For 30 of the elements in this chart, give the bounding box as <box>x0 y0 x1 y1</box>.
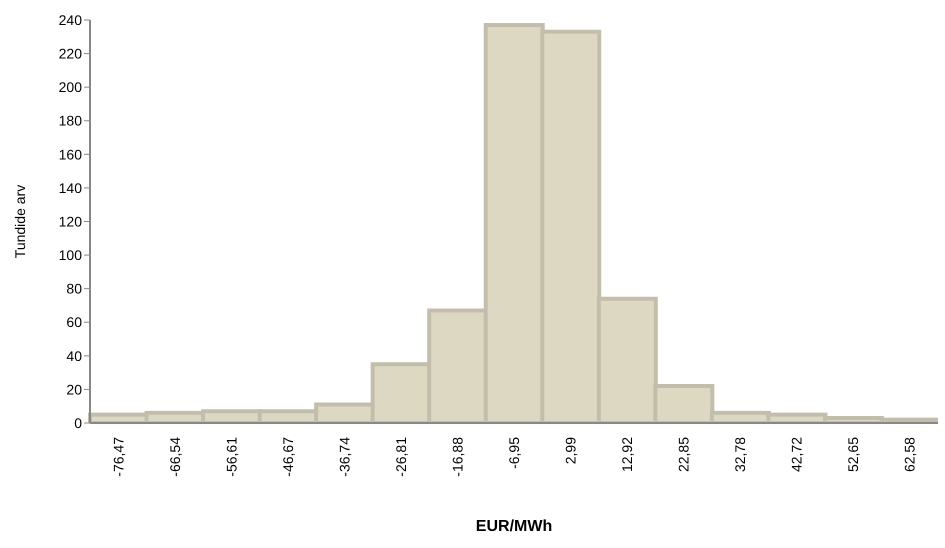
x-tick-label: -6,95 <box>506 436 522 469</box>
y-tick-label: 80 <box>66 280 82 297</box>
y-tick-label: 240 <box>58 12 82 28</box>
x-tick-label: -26,81 <box>392 436 409 477</box>
y-tick-label: 40 <box>66 348 82 364</box>
x-tick-label: 62,58 <box>902 436 918 472</box>
x-tick-label: 42,72 <box>788 436 805 472</box>
y-tick-label: 180 <box>58 112 82 129</box>
x-tick-label: -46,67 <box>280 436 296 477</box>
y-tick-label: 200 <box>58 79 82 96</box>
x-tick-label: -36,74 <box>336 436 352 477</box>
x-tick-label: -16,88 <box>449 436 466 477</box>
y-tick-label: 160 <box>58 146 82 162</box>
x-tick-label: -66,54 <box>166 436 183 477</box>
x-tick-label: -56,61 <box>223 436 240 477</box>
y-tick-label: 120 <box>58 213 82 230</box>
x-tick-label: 32,78 <box>732 436 748 472</box>
y-tick-label: 100 <box>58 247 82 264</box>
x-tick-label: 2,99 <box>562 436 579 464</box>
x-tick-label: 52,65 <box>845 436 862 472</box>
x-axis-title: EUR/MWh <box>476 518 552 535</box>
x-tick-label: -76,47 <box>110 436 126 477</box>
x-tick-label: 12,92 <box>619 436 636 472</box>
y-tick-label: 0 <box>74 414 82 431</box>
y-axis-title: Tundide arv <box>12 184 28 258</box>
y-tick-label: 140 <box>58 180 82 196</box>
x-tick-label: 22,85 <box>676 436 692 472</box>
y-tick-label: 20 <box>66 381 82 398</box>
y-tick-label: 220 <box>58 46 82 62</box>
y-tick-label: 60 <box>66 314 82 330</box>
